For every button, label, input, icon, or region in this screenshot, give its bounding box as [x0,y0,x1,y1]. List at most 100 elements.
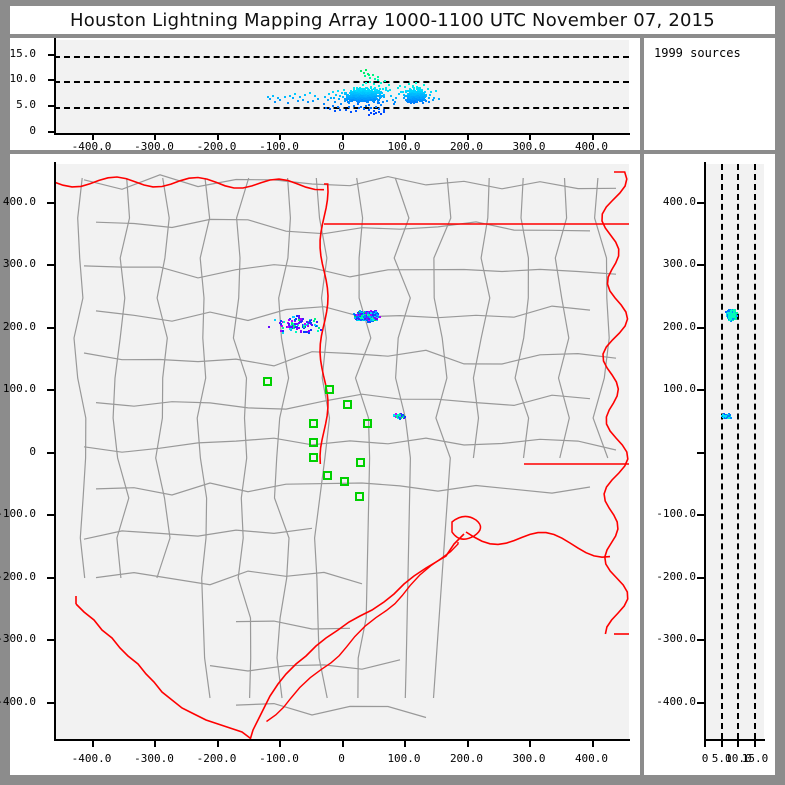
lightning-source-point [282,331,285,334]
lightning-source-point [364,317,367,320]
x-axis-tick [529,134,531,140]
x-axis-tick-label: -100.0 [259,140,299,153]
x-axis-tick-label: 15.0 [741,752,769,765]
data-point [361,84,364,87]
lightning-source-point [726,315,729,318]
data-point [345,98,348,101]
data-point [266,96,269,99]
lightning-source-point [363,319,366,322]
data-point [374,99,377,102]
lightning-source-point [310,324,313,327]
lightning-source-point [730,312,733,315]
data-point [358,94,361,97]
data-point [373,96,376,99]
data-point [372,99,375,102]
data-point [358,90,361,93]
lightning-source-point [379,315,382,318]
data-point [364,75,366,78]
x-axis-tick [341,134,344,140]
x-axis-tick [529,740,531,747]
gridline-vertical [737,164,740,739]
data-point [377,84,380,87]
data-point [351,99,354,102]
data-point [380,96,382,99]
data-point [327,92,330,95]
y-axis-tick-label: 400.0 [662,194,696,208]
x-axis-tick-label: 300.0 [512,752,546,765]
lightning-source-point [731,315,734,318]
data-point [344,99,346,102]
y-axis-tick-label: 100.0 [2,382,36,395]
data-point [367,90,370,93]
lightning-source-point [376,312,379,315]
data-point [430,90,433,93]
lightning-source-point [367,317,370,320]
lightning-source-point [295,318,298,321]
data-point [378,95,381,98]
data-point [363,97,366,100]
data-point [339,108,341,111]
lightning-source-point [289,326,292,329]
data-point [415,99,418,102]
lightning-source-point [303,323,306,326]
data-point [370,106,373,109]
lightning-source-point [370,309,373,312]
lightning-source-point [296,322,298,325]
data-point [366,98,369,101]
data-point [429,93,431,96]
lightning-source-point [735,311,738,314]
data-point [364,87,367,90]
data-point [370,112,373,115]
x-axis-tick [404,740,406,747]
data-point [279,99,281,102]
lightning-source-point [730,416,733,419]
lightning-source-point [373,316,376,319]
lightning-source-point [367,311,370,314]
data-point [355,86,358,89]
data-point [350,110,353,113]
y-axis-tick-label: -400.0 [0,694,36,708]
y-axis-tick [697,264,704,266]
data-point [369,80,371,83]
data-point [382,93,385,96]
lightning-source-point [295,327,298,330]
lightning-source-point [375,311,378,314]
data-point [365,100,368,103]
data-point [421,88,424,91]
data-point [372,113,375,116]
y-axis-tick [697,701,704,704]
lightning-source-point [370,311,373,314]
data-point [357,102,360,105]
data-point [377,111,380,114]
data-point [352,93,355,96]
data-point [416,101,419,104]
lightning-source-point [287,325,290,328]
lightning-source-point [404,416,407,419]
y-axis-tick-label: 300.0 [662,257,696,270]
data-point [311,99,314,102]
x-axis-tick-label: -400.0 [71,752,112,765]
data-point [420,94,423,97]
data-point [396,87,399,90]
lightning-source-point [355,319,358,322]
gridline-horizontal [54,107,629,110]
data-point [366,87,369,90]
data-point [418,95,421,98]
lightning-source-point [367,316,370,319]
data-point [360,90,363,93]
data-point [357,107,360,110]
data-point [416,95,419,98]
data-point [367,113,370,116]
data-point [354,98,357,101]
data-point [349,99,352,102]
lightning-source-point [274,319,276,322]
lightning-source-point [282,330,285,333]
data-point [274,100,276,103]
data-point [331,91,334,94]
y-axis-tick-label: 200.0 [2,319,36,333]
lightning-source-point [375,314,378,317]
lightning-source-point [306,330,309,333]
data-point [334,110,336,113]
lightning-source-point [370,313,373,316]
data-point [406,96,409,99]
